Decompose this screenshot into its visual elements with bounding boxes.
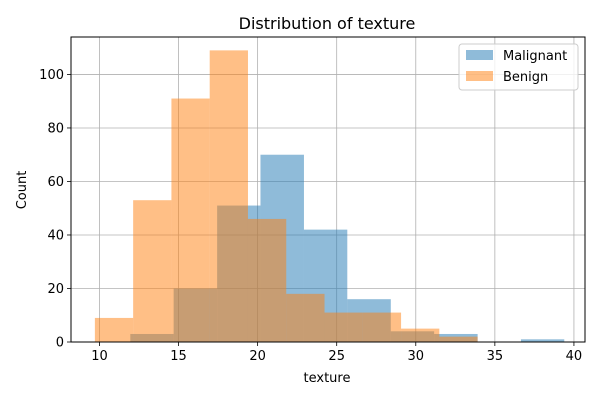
x-tick-label: 35 (487, 349, 504, 364)
x-tick-label: 20 (249, 349, 266, 364)
bar-benign (94, 317, 134, 342)
bar-benign (439, 336, 478, 342)
chart-title: Distribution of texture (239, 14, 416, 33)
bar-benign (133, 200, 172, 342)
y-tick-label: 60 (47, 175, 64, 190)
x-tick-label: 15 (170, 349, 187, 364)
x-tick-label: 30 (408, 349, 425, 364)
bar-benign (171, 98, 210, 342)
legend-label-malignant: Malignant (503, 49, 567, 64)
y-tick-label: 100 (39, 68, 64, 83)
bar-benign (286, 293, 325, 342)
bar-benign (324, 312, 363, 342)
bar-malignant (520, 339, 565, 342)
x-tick-label: 10 (91, 349, 108, 364)
bar-benign (401, 328, 440, 342)
bar-benign (362, 312, 402, 342)
x-tick-label: 25 (328, 349, 345, 364)
bar-benign (209, 50, 248, 342)
bar-benign (247, 218, 287, 342)
legend: Malignant Benign (458, 43, 579, 91)
plot-frame (70, 36, 586, 343)
legend-label-benign: Benign (503, 70, 548, 85)
y-tick-label: 80 (47, 121, 64, 136)
legend-swatch-benign (466, 71, 493, 81)
x-axis-ticks: 10 15 20 25 30 35 40 (91, 342, 582, 364)
legend-swatch-malignant (466, 50, 493, 60)
y-tick-label: 0 (56, 336, 64, 351)
y-axis-label: Count (15, 171, 30, 210)
histogram-bars (94, 50, 565, 342)
x-axis-label: texture (304, 371, 351, 386)
y-tick-label: 20 (47, 282, 64, 297)
y-axis-ticks: 0 20 40 60 80 100 (39, 68, 71, 351)
x-tick-label: 40 (566, 349, 583, 364)
y-tick-label: 40 (47, 228, 64, 243)
